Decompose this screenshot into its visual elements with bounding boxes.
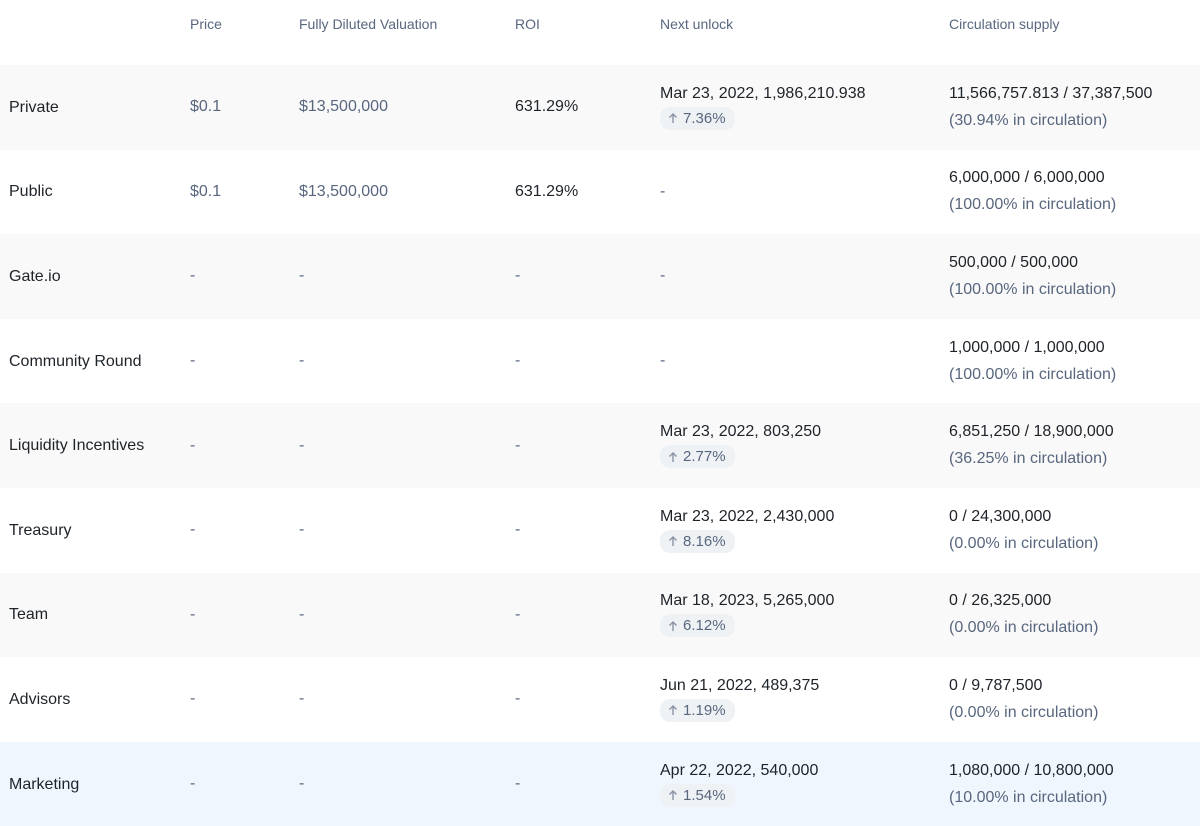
supply-value: 11,566,757.813 / 37,387,500 [949,84,1153,102]
fdv-value: - [299,352,305,370]
arrow-up-icon [669,705,677,716]
next-unlock-value: Mar 23, 2022, 803,250 [660,423,822,441]
header-next-unlock[interactable]: Next unlock [660,16,734,32]
roi-value: - [515,605,521,623]
price-value: - [190,775,196,793]
price-value: - [190,267,196,285]
supply-value: 0 / 26,325,000 [949,592,1052,610]
supply-percent: (0.00% in circulation) [949,534,1099,552]
supply-value: 1,080,000 / 10,800,000 [949,761,1114,779]
supply-percent: (100.00% in circulation) [949,280,1117,298]
fdv-value: - [299,605,305,623]
unlock-change-badge: 2.77% [660,445,735,469]
allocation-name: Team [9,606,49,624]
price-value: - [190,521,196,539]
table-row[interactable]: Marketing - - - Apr 22, 2022, 540,000 1.5… [0,741,1200,826]
price-value: - [190,605,196,623]
next-unlock-value: Mar 23, 2022, 2,430,000 [660,507,835,525]
roi-value: - [515,521,521,539]
next-unlock-value: - [660,352,666,370]
unlock-change-badge: 1.19% [660,698,735,722]
supply-percent: (30.94% in circulation) [949,111,1108,129]
supply-percent: (36.25% in circulation) [949,450,1108,468]
next-unlock-value: - [660,182,666,200]
fdv-value: - [299,436,305,454]
header-circulation[interactable]: Circulation supply [949,16,1060,32]
next-unlock-value: Mar 23, 2022, 1,986,210.938 [660,84,866,102]
fdv-value: - [299,775,305,793]
arrow-up-icon [669,451,677,462]
arrow-up-icon [669,113,677,124]
next-unlock-value: Apr 22, 2022, 540,000 [660,761,819,779]
header-fdv[interactable]: Fully Diluted Valuation [299,16,438,32]
table-row[interactable]: Liquidity Incentives - - - Mar 23, 2022,… [0,403,1200,488]
supply-percent: (100.00% in circulation) [949,196,1117,214]
unlock-change-value: 8.16% [683,532,726,550]
arrow-up-icon [669,790,677,801]
roi-value: - [515,436,521,454]
header-price[interactable]: Price [190,16,222,32]
table-row[interactable]: Team - - - Mar 18, 2023, 5,265,000 6.12% … [0,572,1200,658]
table-header: Price Fully Diluted Valuation ROI Next u… [0,0,1200,65]
allocation-name: Advisors [9,690,71,708]
supply-value: 6,851,250 / 18,900,000 [949,423,1114,441]
unlock-change-value: 7.36% [683,109,726,127]
unlock-change-value: 1.54% [683,786,726,804]
price-value: - [190,352,196,370]
roi-value: - [515,775,521,793]
arrow-up-icon [669,536,677,547]
supply-value: 0 / 24,300,000 [949,507,1052,525]
table-row[interactable]: Public $0.1 $13,500,000 631.29% - 6,000,… [0,150,1200,235]
table-row[interactable]: Advisors - - - Jun 21, 2022, 489,375 1.19… [0,657,1200,742]
unlock-change-value: 1.19% [683,701,726,719]
table-row[interactable]: Gate.io - - - - 500,000 / 500,000 (100.00… [0,234,1200,319]
header-roi[interactable]: ROI [515,16,540,32]
unlock-change-badge: 8.16% [660,529,735,553]
arrow-up-icon [669,620,677,631]
roi-value: - [515,352,521,370]
unlock-change-value: 6.12% [683,617,726,635]
allocation-name: Marketing [9,775,80,793]
next-unlock-value: - [660,267,666,285]
fdv-value: $13,500,000 [299,98,388,116]
supply-percent: (0.00% in circulation) [949,703,1099,721]
price-value: $0.1 [190,98,222,116]
roi-value: - [515,267,521,285]
price-value: - [190,690,196,708]
supply-value: 6,000,000 / 6,000,000 [949,169,1105,187]
fdv-value: $13,500,000 [299,182,388,200]
unlock-change-badge: 6.12% [660,614,735,638]
allocation-name: Private [9,98,59,116]
fdv-value: - [299,521,305,539]
supply-value: 500,000 / 500,000 [949,253,1079,271]
unlock-change-value: 2.77% [683,448,726,466]
next-unlock-value: Mar 18, 2023, 5,265,000 [660,592,835,610]
allocation-name: Liquidity Incentives [9,437,145,455]
next-unlock-value: Jun 21, 2022, 489,375 [660,676,820,694]
table-body: Private $0.1 $13,500,000 631.29% Mar 23,… [0,65,1200,826]
price-value: - [190,436,196,454]
unlock-change-badge: 1.54% [660,783,735,807]
roi-value: 631.29% [515,98,579,116]
allocation-name: Gate.io [9,267,61,285]
fdv-value: - [299,267,305,285]
allocation-name: Public [9,183,53,201]
price-value: $0.1 [190,182,222,200]
roi-value: 631.29% [515,182,579,200]
supply-value: 1,000,000 / 1,000,000 [949,338,1105,356]
fdv-value: - [299,690,305,708]
supply-value: 0 / 9,787,500 [949,676,1043,694]
supply-percent: (0.00% in circulation) [949,619,1099,637]
table-row[interactable]: Private $0.1 $13,500,000 631.29% Mar 23,… [0,65,1200,150]
allocation-name: Community Round [9,352,142,370]
allocation-name: Treasury [9,521,72,539]
table-row[interactable]: Treasury - - - Mar 23, 2022, 2,430,000 8.… [0,488,1200,573]
roi-value: - [515,690,521,708]
supply-percent: (100.00% in circulation) [949,365,1117,383]
supply-percent: (10.00% in circulation) [949,788,1108,806]
unlock-change-badge: 7.36% [660,106,735,130]
table-row[interactable]: Community Round - - - - 1,000,000 / 1,00… [0,319,1200,404]
